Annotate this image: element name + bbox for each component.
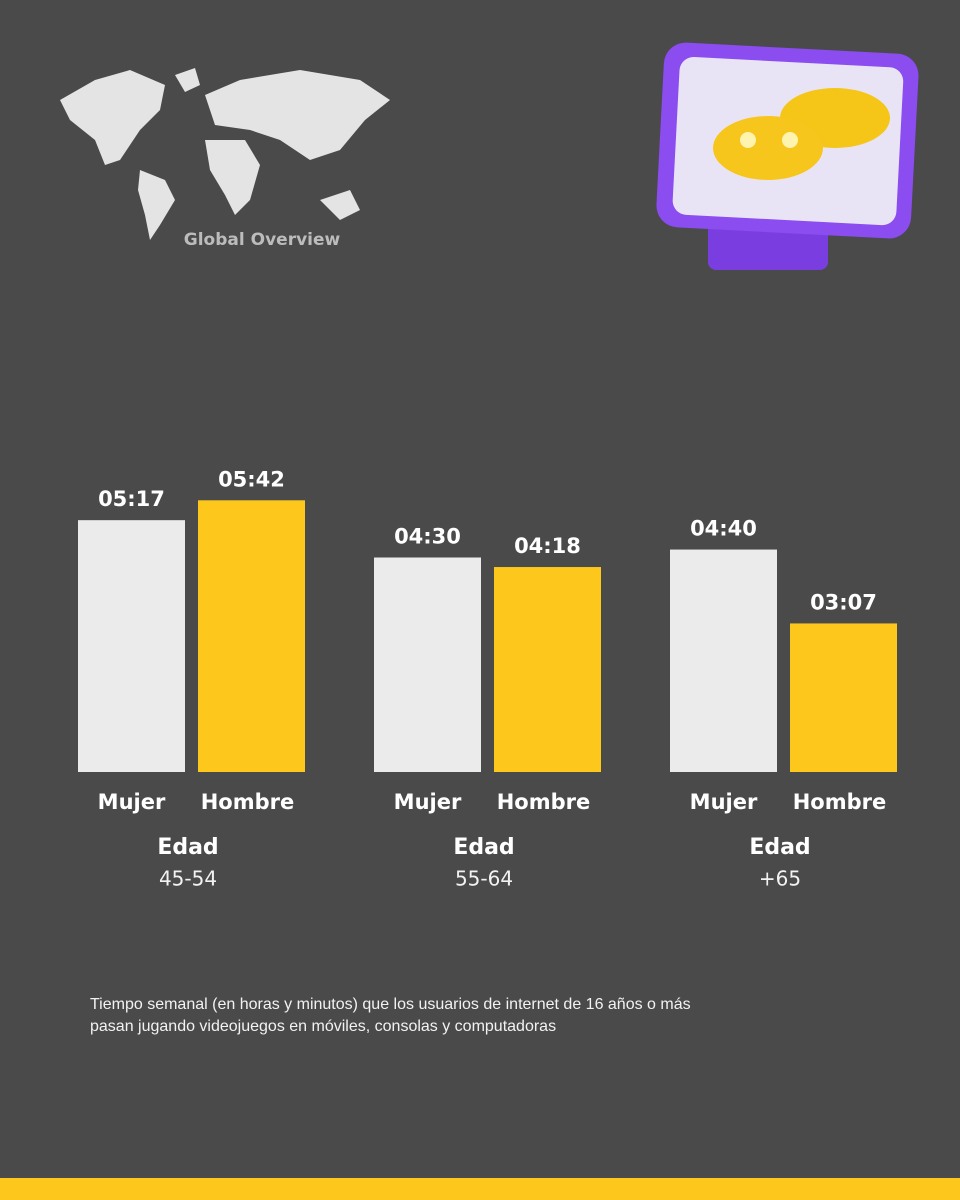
world-map xyxy=(60,68,390,240)
footer-band xyxy=(0,1178,960,1200)
group-label: Edad xyxy=(749,835,810,860)
value-label: 03:07 xyxy=(810,590,877,614)
legend-label: Hombre xyxy=(793,790,887,814)
legend-label: Mujer xyxy=(98,790,166,814)
value-label: 05:17 xyxy=(98,487,165,511)
brand: Global Overview xyxy=(184,230,341,250)
bar xyxy=(670,549,777,772)
value-label: 05:42 xyxy=(218,467,285,491)
bar xyxy=(494,567,601,772)
legend-label: Mujer xyxy=(690,790,758,814)
category-label: +65 xyxy=(759,867,801,891)
monitor-icon xyxy=(656,42,919,270)
group-label: Edad xyxy=(453,835,514,860)
caption: Tiempo semanal (en horas y minutos) que … xyxy=(90,996,691,1035)
bar xyxy=(78,520,185,772)
value-label: 04:30 xyxy=(394,525,461,549)
category-label: 45-54 xyxy=(159,867,217,891)
legend-label: Hombre xyxy=(497,790,591,814)
group-label: Edad xyxy=(157,835,218,860)
bar xyxy=(198,500,305,772)
bar xyxy=(790,623,897,772)
bar xyxy=(374,557,481,772)
value-label: 04:18 xyxy=(514,534,581,558)
legend-label: Hombre xyxy=(201,790,295,814)
legend-label: Mujer xyxy=(394,790,462,814)
category-label: 55-64 xyxy=(455,867,513,891)
value-label: 04:40 xyxy=(690,517,757,541)
